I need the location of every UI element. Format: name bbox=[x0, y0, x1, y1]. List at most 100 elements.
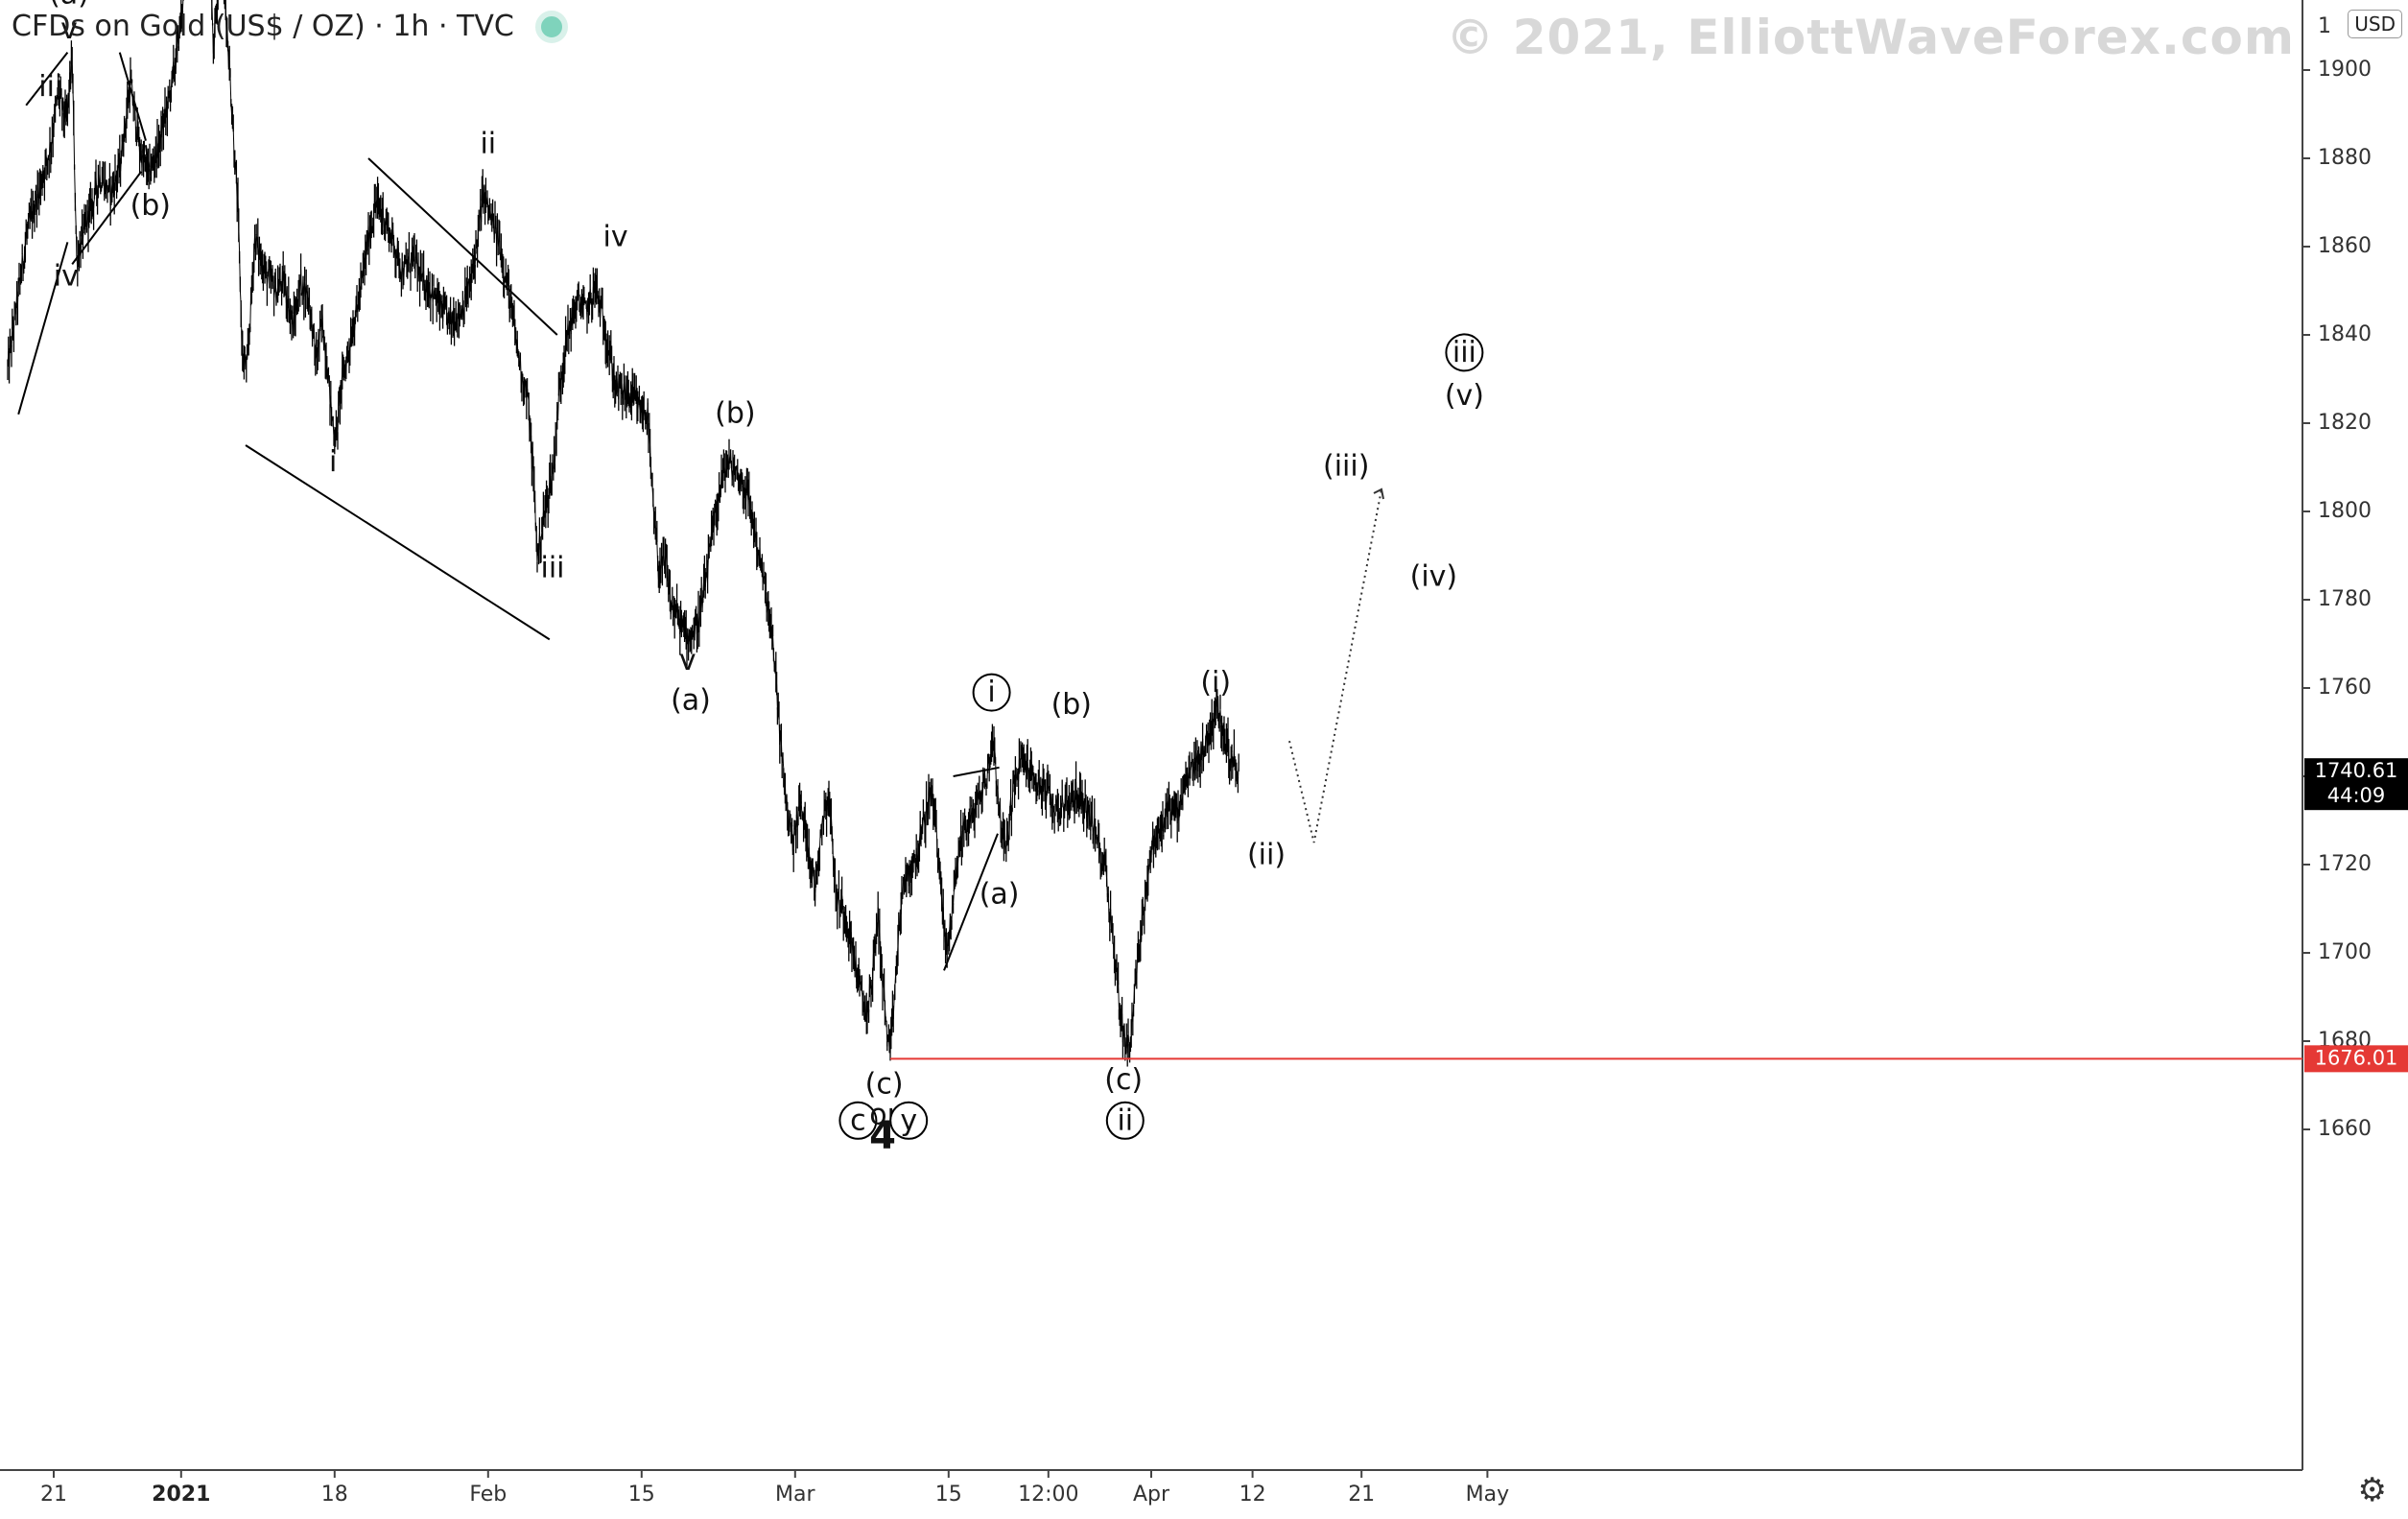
price-bar bbox=[641, 400, 644, 417]
price-bar bbox=[116, 174, 118, 181]
price-bar bbox=[26, 227, 29, 234]
price-bar bbox=[1182, 779, 1185, 795]
price-bar bbox=[12, 310, 15, 332]
price-bar bbox=[1039, 787, 1042, 791]
price-bar bbox=[965, 828, 968, 838]
price-bar bbox=[771, 632, 774, 636]
price-bar bbox=[1136, 957, 1139, 980]
wave-circle bbox=[972, 673, 1011, 712]
price-bar bbox=[1110, 909, 1112, 930]
price-bar bbox=[868, 984, 870, 1012]
price-bar bbox=[1181, 795, 1184, 804]
price-bar bbox=[1048, 786, 1051, 790]
price-bar bbox=[1113, 946, 1116, 957]
price-bar bbox=[565, 336, 568, 344]
price-bar bbox=[911, 854, 914, 869]
price-bar bbox=[113, 173, 116, 196]
price-bar bbox=[1091, 812, 1094, 836]
price-bar bbox=[1044, 779, 1047, 795]
price-bar bbox=[1227, 736, 1230, 757]
gear-icon[interactable]: ⚙ bbox=[2357, 1471, 2387, 1509]
price-bar bbox=[1187, 771, 1190, 782]
price-bar bbox=[1141, 914, 1143, 940]
currency-button[interactable]: USD bbox=[2348, 10, 2402, 38]
price-bar bbox=[669, 588, 671, 592]
price-bar bbox=[1064, 795, 1066, 815]
price-bar bbox=[879, 923, 882, 957]
price-bar bbox=[557, 393, 559, 419]
price-bar bbox=[313, 328, 316, 345]
price-bar bbox=[1228, 756, 1231, 766]
wave-label: v bbox=[679, 644, 696, 677]
wave-label: (v) bbox=[1445, 379, 1484, 413]
price-bar bbox=[300, 270, 302, 295]
price-bar bbox=[775, 672, 778, 685]
price-bar bbox=[91, 199, 94, 202]
price-bar bbox=[564, 336, 567, 365]
price-bar bbox=[52, 130, 55, 136]
price-bar bbox=[649, 446, 651, 467]
price-bar bbox=[1210, 719, 1213, 739]
price-bar bbox=[51, 135, 54, 139]
price-bar bbox=[468, 278, 471, 286]
price-bar bbox=[562, 360, 565, 372]
wave-label: iii bbox=[540, 551, 564, 584]
price-bar bbox=[55, 95, 58, 104]
price-bar bbox=[99, 173, 102, 189]
price-bar bbox=[539, 541, 542, 551]
price-bar bbox=[241, 342, 244, 352]
trend-line bbox=[71, 171, 143, 265]
price-bar bbox=[97, 183, 99, 197]
price-bar bbox=[527, 394, 530, 403]
price-bar bbox=[877, 907, 880, 934]
price-bar bbox=[558, 383, 561, 385]
price-bar bbox=[465, 297, 467, 303]
price-bar bbox=[362, 264, 365, 271]
price-bar bbox=[774, 666, 777, 673]
price-bar bbox=[1058, 814, 1061, 818]
price-bar bbox=[997, 785, 1000, 806]
price-bar bbox=[1061, 795, 1064, 805]
price-bar bbox=[872, 954, 874, 981]
price-bar bbox=[464, 288, 467, 303]
x-tick-label: Feb bbox=[469, 1483, 507, 1507]
price-bar bbox=[622, 392, 625, 399]
price-bar bbox=[921, 828, 924, 836]
price-bar bbox=[800, 801, 803, 818]
price-bar bbox=[171, 68, 174, 73]
price-bar bbox=[224, 0, 226, 6]
trend-line bbox=[953, 766, 1000, 777]
price-bar bbox=[1021, 754, 1024, 758]
price-bar bbox=[328, 374, 330, 377]
price-bar bbox=[328, 375, 331, 406]
symbol-header[interactable]: CFDs on Gold (US$ / OZ) · 1h · TVC bbox=[12, 10, 568, 43]
price-bar bbox=[1018, 759, 1020, 782]
price-bar bbox=[576, 297, 578, 308]
price-bar bbox=[830, 816, 833, 833]
price-bar bbox=[933, 810, 936, 819]
price-bar bbox=[991, 737, 994, 747]
price-bar bbox=[1037, 775, 1040, 779]
price-bar bbox=[993, 745, 996, 749]
price-bar bbox=[1149, 863, 1151, 865]
price-bar bbox=[570, 307, 573, 335]
price-bar bbox=[359, 281, 362, 297]
price-bar bbox=[1029, 760, 1031, 776]
price-bar bbox=[652, 498, 655, 516]
price-bar bbox=[410, 252, 413, 270]
price-bar bbox=[881, 965, 884, 989]
price-bar bbox=[923, 818, 926, 826]
price-bar bbox=[1148, 864, 1150, 868]
price-bar bbox=[899, 914, 901, 931]
price-bar bbox=[666, 565, 669, 569]
price-bar bbox=[662, 553, 665, 556]
price-bar bbox=[650, 483, 653, 487]
price-bar bbox=[266, 276, 269, 287]
price-bar bbox=[1172, 809, 1175, 812]
price-bar bbox=[545, 496, 548, 507]
price-bar bbox=[596, 283, 598, 288]
price-bar bbox=[1045, 792, 1048, 807]
price-bar bbox=[1065, 790, 1068, 795]
price-bar bbox=[213, 16, 216, 45]
